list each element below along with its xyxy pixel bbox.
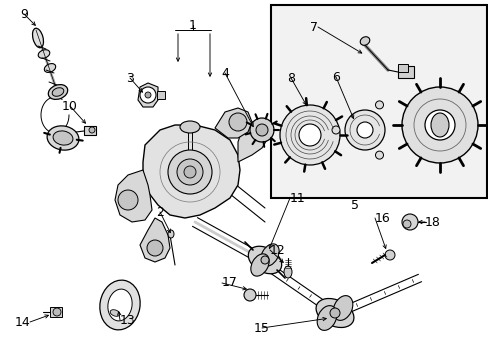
Ellipse shape — [250, 254, 268, 276]
Text: 16: 16 — [374, 212, 390, 225]
Circle shape — [331, 126, 339, 134]
Circle shape — [402, 220, 410, 228]
Text: 3: 3 — [126, 72, 134, 85]
Polygon shape — [138, 83, 158, 107]
Text: 7: 7 — [309, 21, 317, 33]
Circle shape — [140, 87, 156, 103]
Circle shape — [384, 250, 394, 260]
Bar — [397, 64, 407, 72]
Circle shape — [298, 124, 320, 146]
Circle shape — [375, 151, 383, 159]
Polygon shape — [238, 122, 267, 162]
Text: 12: 12 — [269, 243, 285, 257]
Circle shape — [244, 289, 256, 301]
Ellipse shape — [33, 28, 43, 48]
Ellipse shape — [317, 306, 336, 330]
Ellipse shape — [52, 88, 63, 96]
Text: 2: 2 — [156, 206, 163, 219]
Bar — [397, 66, 413, 78]
Text: 4: 4 — [221, 67, 228, 80]
Polygon shape — [140, 218, 170, 262]
Text: 10: 10 — [62, 99, 78, 113]
Circle shape — [177, 159, 203, 185]
Bar — [270, 5, 486, 198]
Text: 8: 8 — [286, 72, 294, 85]
Text: 15: 15 — [254, 321, 269, 334]
Bar — [84, 126, 96, 135]
Ellipse shape — [38, 50, 50, 58]
Polygon shape — [142, 125, 240, 218]
Circle shape — [375, 101, 383, 109]
Text: 5: 5 — [350, 198, 358, 212]
Polygon shape — [115, 170, 152, 222]
Polygon shape — [215, 108, 251, 138]
Circle shape — [424, 110, 454, 140]
Bar — [50, 307, 62, 317]
Ellipse shape — [168, 230, 174, 238]
Circle shape — [261, 256, 268, 264]
Ellipse shape — [248, 246, 281, 274]
Ellipse shape — [332, 296, 352, 320]
Text: 13: 13 — [120, 314, 136, 327]
Ellipse shape — [44, 64, 56, 72]
Text: 1: 1 — [189, 18, 197, 32]
Ellipse shape — [430, 113, 448, 137]
Text: 17: 17 — [222, 276, 237, 289]
Circle shape — [356, 122, 372, 138]
Bar — [157, 91, 164, 99]
Circle shape — [118, 190, 138, 210]
Ellipse shape — [108, 289, 132, 321]
Circle shape — [145, 92, 151, 98]
Circle shape — [249, 118, 273, 142]
Ellipse shape — [53, 131, 73, 145]
Circle shape — [280, 105, 339, 165]
Circle shape — [183, 166, 196, 178]
Text: 6: 6 — [331, 71, 339, 84]
Text: 9: 9 — [20, 8, 28, 21]
Ellipse shape — [360, 37, 369, 45]
Ellipse shape — [100, 280, 140, 330]
Ellipse shape — [284, 266, 291, 278]
Ellipse shape — [110, 310, 120, 316]
Text: 14: 14 — [14, 315, 30, 328]
Circle shape — [228, 113, 246, 131]
Text: 11: 11 — [289, 192, 305, 204]
Circle shape — [401, 87, 477, 163]
Ellipse shape — [260, 244, 279, 266]
Circle shape — [256, 124, 267, 136]
Circle shape — [147, 240, 163, 256]
Ellipse shape — [47, 126, 79, 150]
Circle shape — [53, 308, 61, 316]
Circle shape — [168, 150, 212, 194]
Circle shape — [89, 127, 95, 133]
Ellipse shape — [48, 85, 67, 99]
Ellipse shape — [180, 121, 200, 133]
Circle shape — [329, 308, 339, 318]
Text: 18: 18 — [424, 216, 440, 229]
Circle shape — [345, 110, 384, 150]
Ellipse shape — [315, 298, 353, 328]
Circle shape — [401, 214, 417, 230]
